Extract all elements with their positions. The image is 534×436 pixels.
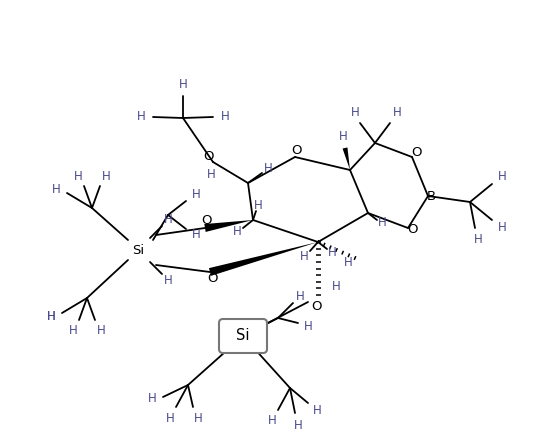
Polygon shape [209,242,318,276]
Text: H: H [221,109,230,123]
Text: O: O [408,224,418,236]
Polygon shape [205,220,253,232]
Text: H: H [378,217,387,229]
Text: H: H [339,129,348,143]
Text: H: H [207,167,215,181]
Text: H: H [312,403,321,416]
Text: H: H [328,245,336,259]
Text: H: H [474,234,482,246]
Text: H: H [192,188,200,201]
Text: Si: Si [236,328,250,344]
Text: H: H [294,419,302,432]
Text: O: O [202,215,212,228]
Text: H: H [166,412,175,425]
Text: H: H [296,290,304,303]
Text: H: H [192,228,200,242]
Text: O: O [412,146,422,160]
Text: H: H [101,170,111,183]
Text: H: H [498,170,506,183]
Text: O: O [204,150,214,164]
Text: H: H [163,214,172,226]
Text: H: H [300,249,308,262]
Text: O: O [311,300,321,313]
Text: O: O [207,272,217,285]
Text: H: H [74,170,82,183]
FancyBboxPatch shape [219,319,267,353]
Text: H: H [137,109,145,123]
Text: H: H [46,310,56,323]
Text: H: H [69,324,77,337]
Text: H: H [254,200,262,212]
Text: H: H [392,106,402,119]
Polygon shape [343,147,350,170]
Text: H: H [194,412,202,425]
Text: H: H [179,78,187,91]
Text: H: H [498,221,506,235]
Text: H: H [343,255,352,269]
Text: H: H [351,106,359,119]
Text: H: H [332,280,340,293]
Text: H: H [97,324,105,337]
Text: H: H [46,310,56,323]
Text: H: H [233,225,241,238]
Text: Si: Si [132,243,144,256]
Text: O: O [290,144,301,157]
Text: H: H [268,415,277,428]
Text: B: B [427,191,436,204]
Text: H: H [163,273,172,286]
Text: H: H [52,184,60,197]
Text: H: H [147,392,156,405]
Text: H: H [304,320,312,333]
Text: H: H [264,163,272,176]
